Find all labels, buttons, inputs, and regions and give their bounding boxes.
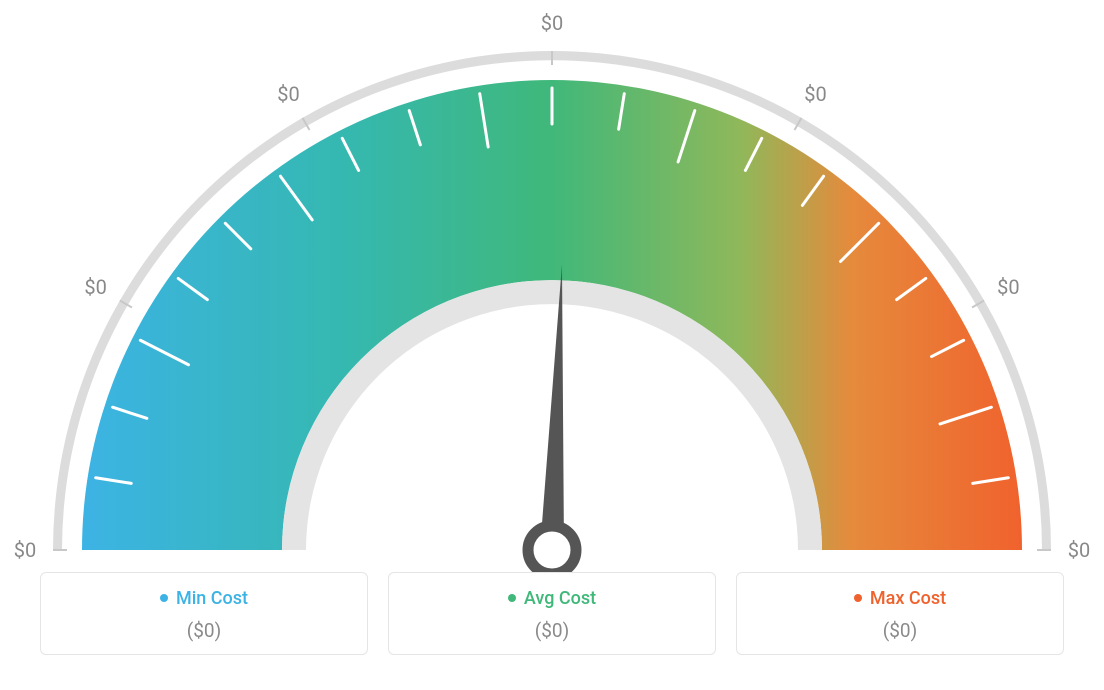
- legend-title-min: Min Cost: [160, 588, 248, 609]
- gauge-chart-container: $0 $0 $0 $0 $0 $0 $0 Min Cost ($0) Avg Cost ($…: [0, 0, 1104, 690]
- legend-dot-avg: [508, 594, 516, 602]
- legend-value-min: ($0): [51, 619, 357, 642]
- legend-dot-min: [160, 594, 168, 602]
- gauge-tick-label: $0: [1068, 538, 1090, 562]
- gauge-tick-label: $0: [541, 11, 563, 35]
- legend-value-avg: ($0): [399, 619, 705, 642]
- legend-value-max: ($0): [747, 619, 1053, 642]
- legend-card-min: Min Cost ($0): [40, 572, 368, 655]
- legend-label-min: Min Cost: [176, 588, 248, 609]
- legend-title-avg: Avg Cost: [508, 588, 596, 609]
- gauge-tick-label: $0: [997, 275, 1019, 299]
- legend-title-max: Max Cost: [854, 588, 946, 609]
- gauge-tick-label: $0: [277, 82, 299, 106]
- legend-card-max: Max Cost ($0): [736, 572, 1064, 655]
- legend-label-max: Max Cost: [870, 588, 946, 609]
- gauge-area: $0 $0 $0 $0 $0 $0 $0: [0, 0, 1104, 565]
- legend-row: Min Cost ($0) Avg Cost ($0) Max Cost ($0…: [40, 572, 1064, 655]
- gauge-tick-label: $0: [84, 275, 106, 299]
- gauge-svg: [0, 10, 1104, 590]
- legend-card-avg: Avg Cost ($0): [388, 572, 716, 655]
- legend-dot-max: [854, 594, 862, 602]
- gauge-tick-label: $0: [804, 82, 826, 106]
- gauge-tick-label: $0: [14, 538, 36, 562]
- legend-label-avg: Avg Cost: [524, 588, 596, 609]
